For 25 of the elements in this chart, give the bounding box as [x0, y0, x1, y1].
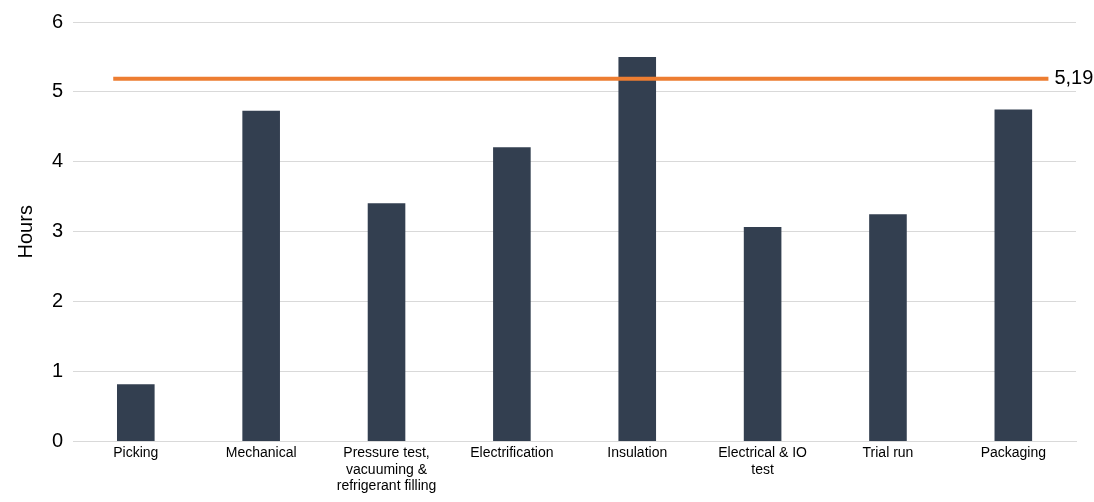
x-tick-label: Insulation [607, 443, 668, 460]
y-axis-title: Hours [13, 205, 36, 259]
x-tick-label: Electrification [470, 443, 554, 460]
bar [743, 226, 782, 442]
y-tick-label: 1 [52, 359, 64, 382]
x-tick-label: Packaging [980, 443, 1047, 460]
y-tick-label: 2 [52, 289, 64, 312]
bar [117, 384, 155, 442]
x-tick-label: Picking [113, 443, 159, 460]
x-tick-label: Electrical & IO test [718, 443, 808, 477]
y-tick-label: 4 [52, 149, 64, 172]
bar [493, 147, 531, 442]
y-tick-label: 0 [52, 429, 64, 452]
bar [618, 56, 657, 442]
y-tick-label: 5 [52, 79, 64, 102]
x-tick-label: Mechanical [225, 443, 297, 460]
x-tick-label: Trial run [862, 443, 914, 460]
y-tick-label: 3 [52, 219, 64, 242]
y-tick-label: 6 [52, 9, 64, 32]
x-tick-label: Pressure test, vacuuming & refrigerant filling [336, 443, 437, 494]
bar [994, 109, 1033, 442]
bar [367, 203, 406, 442]
bar [869, 214, 907, 442]
ref-line-label: 5,19 [1054, 66, 1094, 89]
bar [242, 110, 280, 442]
